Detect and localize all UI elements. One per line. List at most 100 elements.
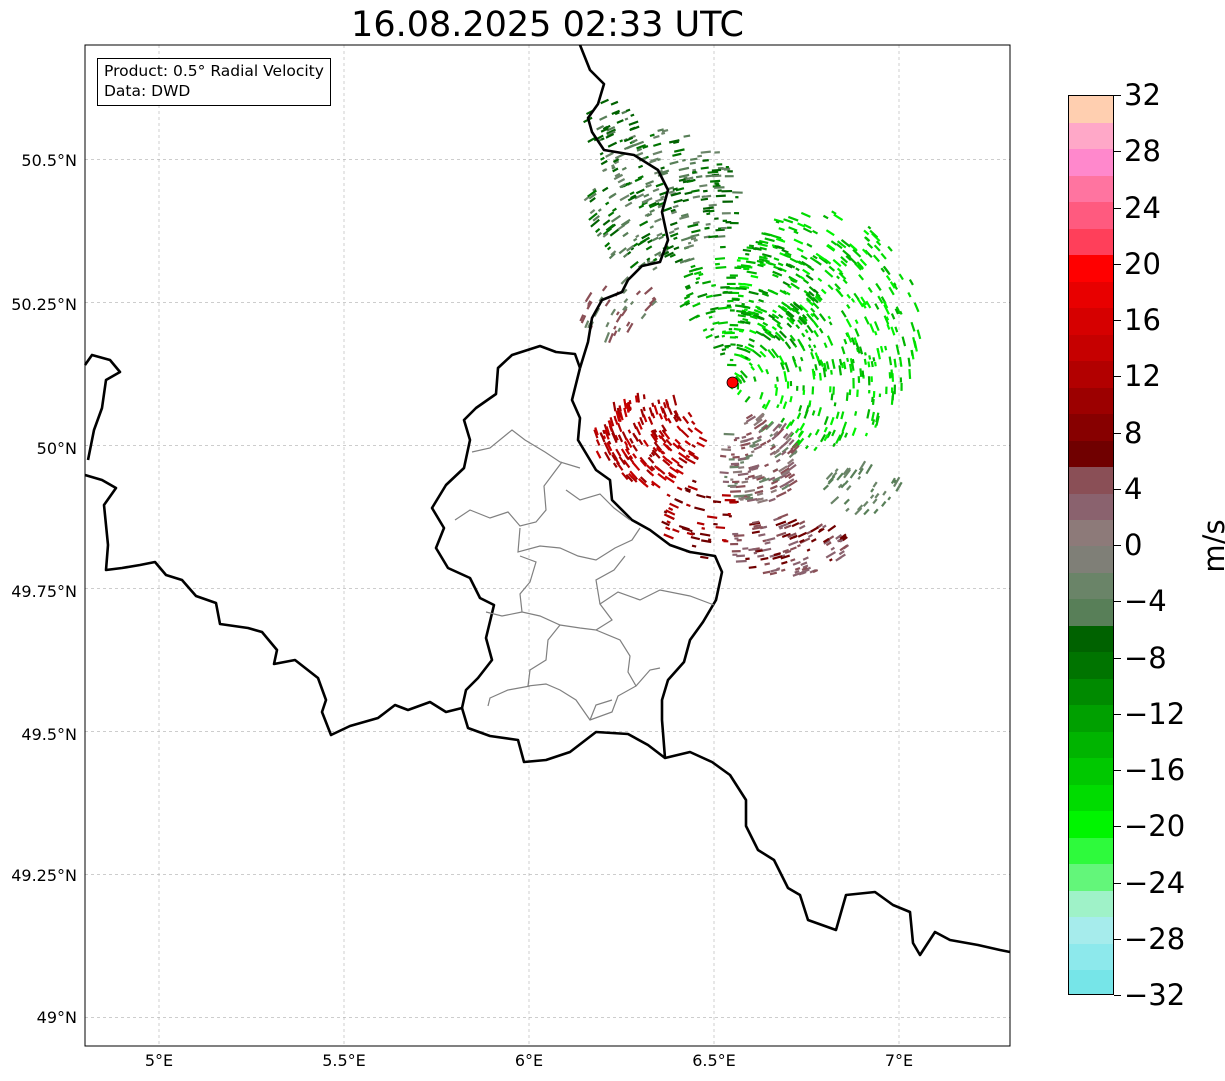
radar-echo-gate <box>887 245 893 252</box>
radar-echo-gate <box>743 437 754 443</box>
radar-echo-gate <box>790 282 800 290</box>
radar-echo-gate <box>638 164 644 169</box>
radar-echo-gate <box>787 463 797 472</box>
radar-echo-gate <box>851 427 857 437</box>
radar-echo-gate <box>858 273 865 281</box>
radar-echo-gate <box>605 133 615 139</box>
radar-echo-gate <box>610 164 615 168</box>
radar-echo-gate <box>664 244 674 251</box>
radar-echo-gate <box>907 291 912 298</box>
radar-echo-gate <box>639 236 651 244</box>
radar-echo-gate <box>789 302 800 312</box>
radar-echo-gate <box>684 440 689 444</box>
radar-echo-gate <box>824 269 834 278</box>
radar-echo-gate <box>778 465 788 473</box>
radar-echo-gate <box>611 166 616 170</box>
radar-echo-gate <box>862 500 869 507</box>
radar-echo-gate <box>605 426 610 433</box>
radar-echo-gate <box>772 309 777 314</box>
radar-echo-gate <box>823 362 828 372</box>
radar-echo-gate <box>810 307 816 313</box>
radar-echo-gate <box>775 520 787 527</box>
radar-echo-gate <box>608 420 613 428</box>
radar-echo-gate <box>773 257 780 262</box>
radar-echo-gate <box>711 284 717 287</box>
lat-tick-label: 49°N <box>36 1008 77 1027</box>
radar-echo-gate <box>781 532 791 538</box>
radar-echo-gate <box>737 314 746 318</box>
radar-echo-gate <box>648 201 657 208</box>
radar-echo-gate <box>726 276 736 279</box>
radar-echo-gate <box>842 536 848 542</box>
radar-echo-gate <box>749 443 756 448</box>
radar-echo-gate <box>690 157 698 161</box>
radar-echo-gate <box>651 402 655 407</box>
radar-echo-gate <box>818 313 827 322</box>
radar-echo-gate <box>877 295 884 304</box>
radar-echo-gate <box>757 364 764 373</box>
radar-echo-gate <box>684 284 691 289</box>
radar-echo-gate <box>772 270 783 277</box>
radar-echo-gate <box>789 534 798 540</box>
radar-echo-gate <box>840 411 845 420</box>
radar-echo-gate <box>846 484 852 491</box>
radar-echo-gate <box>661 450 666 455</box>
radar-echo-gate <box>812 320 819 329</box>
radar-echo-gate <box>728 328 733 331</box>
radar-echo-gate <box>649 133 655 138</box>
radar-echo-gate <box>840 256 849 264</box>
radar-echo-gate <box>885 386 888 395</box>
radar-echo-gate <box>854 319 859 325</box>
radar-echo-gate <box>893 282 897 287</box>
radar-echo-gate <box>786 310 795 318</box>
admin-boundaries-luxembourg <box>454 429 715 721</box>
radar-echo-gate <box>599 115 608 121</box>
radar-echo-gate <box>857 263 864 271</box>
radar-echo-gate <box>700 555 709 560</box>
radar-echo-gate <box>645 245 653 251</box>
radar-echo-gate <box>748 299 754 303</box>
radar-echo-gate <box>810 312 815 318</box>
radar-echo-gate <box>665 438 673 447</box>
radar-echo-gate <box>687 241 692 245</box>
radar-echo-gate <box>751 520 760 525</box>
radar-echo-gate <box>756 307 768 314</box>
radar-echo-gate <box>771 317 782 325</box>
radar-echo-gate <box>608 425 614 432</box>
radar-echo-gate <box>687 449 695 456</box>
radar-echo-gate <box>829 386 832 393</box>
radar-echo-gate <box>690 236 697 241</box>
radar-echo-gate <box>663 251 670 256</box>
radar-echo-gate <box>684 191 693 195</box>
radar-echo-gate <box>741 480 749 484</box>
radar-echo-gate <box>602 429 606 435</box>
radar-echo-gate <box>798 520 806 525</box>
radar-echo-gate <box>776 531 787 537</box>
radar-echo-gate <box>776 324 783 330</box>
radar-echo-gate <box>583 196 590 202</box>
radar-echo-gate <box>647 183 652 188</box>
radar-echo-gate <box>771 325 777 331</box>
colorbar-segment <box>1069 334 1113 362</box>
radar-echo-gate <box>753 418 763 427</box>
radar-echo-gate <box>839 533 847 540</box>
radar-echo-gate <box>853 292 860 301</box>
radar-echo-gate <box>683 134 691 138</box>
radar-echo-gate <box>797 222 806 228</box>
radar-echo-gate <box>783 253 792 259</box>
radar-echo-gate <box>697 293 708 299</box>
radar-echo-gate <box>874 492 880 499</box>
radar-echo-gate <box>813 344 817 349</box>
radar-echo-gate <box>818 528 823 532</box>
radar-echo-gate <box>751 246 762 251</box>
radar-echo-gate <box>816 260 822 266</box>
radar-echo-gate <box>704 226 710 230</box>
radar-echo-gate <box>890 326 896 336</box>
radar-echo-gate <box>846 303 851 309</box>
border-luxembourg-germany <box>570 367 724 759</box>
map-frame <box>84 44 1011 1047</box>
radar-echo-gate <box>676 425 682 432</box>
radar-echo-gate <box>668 230 675 235</box>
radar-echo-gate <box>814 428 820 436</box>
radar-echo-gate <box>776 427 784 436</box>
